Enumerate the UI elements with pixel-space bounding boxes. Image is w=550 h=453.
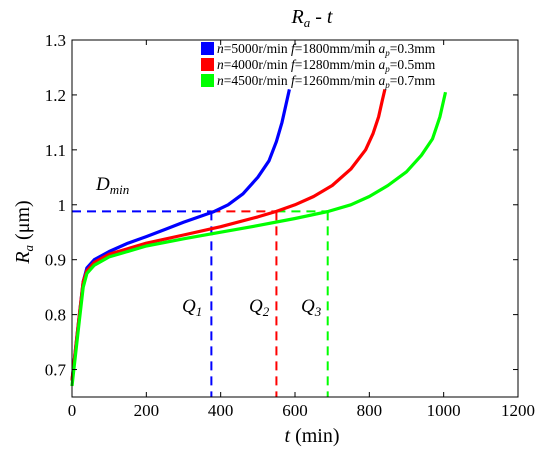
axes: 0 200 400 600 800 1000 1200 0.7 0.8 0.9 1 1.1 1.2 1.3 [45, 31, 535, 420]
x-axis-label: t (min) [285, 425, 340, 447]
legend-entry-2: n=4000r/min f=1280mm/min ap=0.5mm [217, 57, 436, 74]
legend-swatch-3 [201, 74, 214, 87]
x-tick-label: 200 [134, 401, 160, 420]
x-tick-label: 600 [282, 401, 308, 420]
chart-title: Ra - t [291, 6, 333, 30]
x-tick-label: 400 [208, 401, 234, 420]
series-line-2 [70, 89, 387, 381]
y-tick-label: 1 [58, 196, 67, 215]
series-line-3 [70, 91, 448, 387]
y-tick-label: 0.7 [45, 361, 67, 380]
y-axis-label: Ra (μm) [12, 200, 36, 264]
q2-label: Q2 [249, 296, 270, 319]
x-tick-label: 800 [357, 401, 383, 420]
y-tick-label: 1.1 [45, 141, 66, 160]
y-tick-label: 0.8 [45, 306, 66, 325]
y-tick-label: 1.2 [45, 86, 66, 105]
x-tick-label: 0 [68, 401, 77, 420]
y-tick-label: 1.3 [45, 31, 66, 50]
dmin-label: Dmin [95, 174, 129, 197]
legend-swatch-1 [201, 42, 214, 55]
x-tick-label: 1200 [501, 401, 535, 420]
legend-entry-3: n=4500r/min f=1260mm/min ap=0.7mm [217, 73, 436, 90]
reference-lines [72, 210, 329, 397]
legend: n=5000r/min f=1800mm/min ap=0.3mm n=4000… [201, 41, 436, 90]
legend-entry-1: n=5000r/min f=1800mm/min ap=0.3mm [217, 41, 436, 58]
q1-label: Q1 [182, 296, 202, 319]
x-tick-label: 1000 [427, 401, 461, 420]
q3-label: Q3 [301, 296, 322, 319]
y-tick-label: 0.9 [45, 251, 66, 270]
series-lines [70, 89, 448, 387]
legend-swatch-2 [201, 58, 214, 71]
